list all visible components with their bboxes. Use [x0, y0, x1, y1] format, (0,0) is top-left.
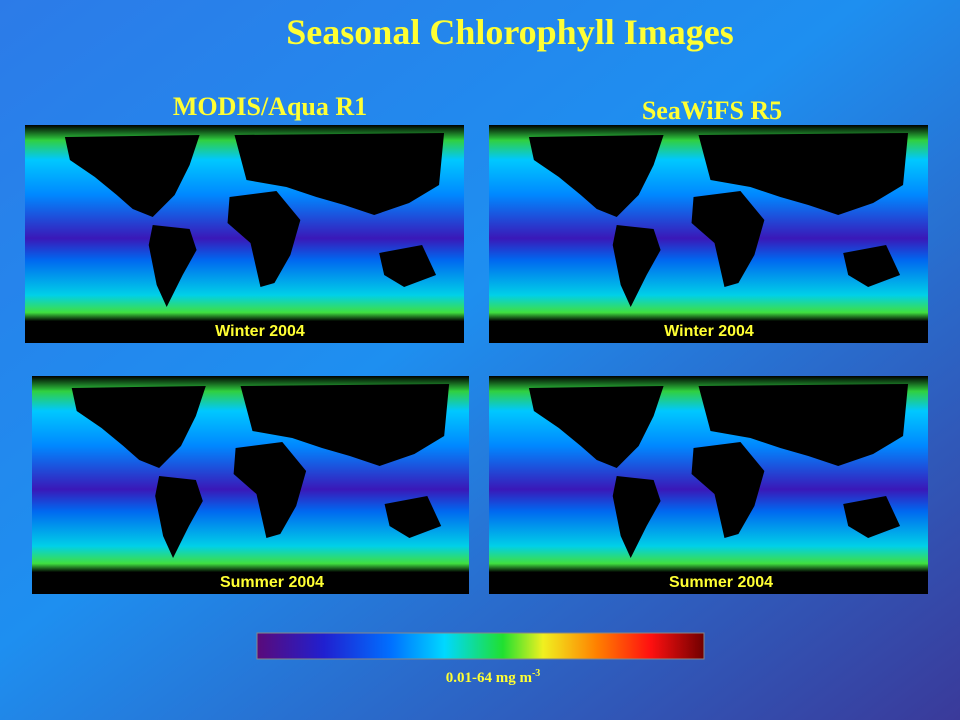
colorbar-label-text: 0.01-64 mg m — [446, 670, 533, 686]
panel-label: Summer 2004 — [669, 574, 773, 591]
map-image — [25, 125, 464, 343]
title: Seasonal Chlorophyll Images — [286, 12, 733, 52]
colorbar-label-sup: -3 — [532, 668, 540, 679]
map-image — [489, 125, 928, 343]
panel-label: Winter 2004 — [215, 323, 305, 340]
panel-label: Summer 2004 — [220, 574, 324, 591]
column-header: MODIS/Aqua R1 — [173, 92, 367, 121]
colorbar-label: 0.01-64 mg m-3 — [446, 668, 541, 686]
map-image — [32, 376, 469, 594]
map-image — [489, 376, 928, 594]
panel-label: Winter 2004 — [664, 323, 754, 340]
colorbar — [256, 632, 705, 660]
column-header: SeaWiFS R5 — [642, 96, 782, 125]
